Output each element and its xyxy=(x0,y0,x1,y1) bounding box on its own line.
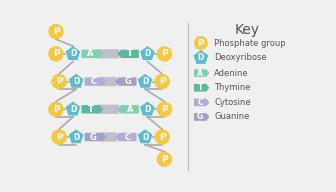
Polygon shape xyxy=(140,46,155,60)
Text: D: D xyxy=(144,105,151,114)
Polygon shape xyxy=(66,102,80,116)
Circle shape xyxy=(157,152,172,167)
Circle shape xyxy=(157,102,172,117)
Text: A: A xyxy=(87,49,94,58)
Polygon shape xyxy=(194,69,209,77)
Polygon shape xyxy=(194,84,209,92)
Text: G: G xyxy=(197,113,203,122)
Circle shape xyxy=(51,129,67,145)
Text: P: P xyxy=(161,105,168,114)
Polygon shape xyxy=(82,50,103,58)
FancyBboxPatch shape xyxy=(97,49,119,58)
Circle shape xyxy=(157,46,172,62)
Circle shape xyxy=(48,46,64,62)
Polygon shape xyxy=(117,50,139,58)
Text: P: P xyxy=(53,27,59,36)
Text: C: C xyxy=(125,132,131,142)
Text: D: D xyxy=(144,49,151,58)
Text: D: D xyxy=(73,77,79,86)
Text: D: D xyxy=(70,105,76,114)
Polygon shape xyxy=(69,129,83,143)
Text: P: P xyxy=(161,49,168,58)
Text: T: T xyxy=(87,105,93,114)
FancyBboxPatch shape xyxy=(100,77,117,86)
Polygon shape xyxy=(140,102,155,116)
Circle shape xyxy=(48,102,64,117)
Polygon shape xyxy=(85,77,106,86)
Polygon shape xyxy=(66,46,80,60)
Text: A: A xyxy=(127,105,133,114)
Text: Deoxyribose: Deoxyribose xyxy=(214,53,267,62)
Text: Key: Key xyxy=(235,23,260,37)
Polygon shape xyxy=(82,105,103,113)
Circle shape xyxy=(51,74,67,89)
Text: D: D xyxy=(198,53,204,62)
Text: C: C xyxy=(90,77,97,86)
Text: G: G xyxy=(90,132,97,142)
Text: P: P xyxy=(53,49,59,58)
Text: G: G xyxy=(124,77,131,86)
Text: P: P xyxy=(159,77,165,86)
Text: P: P xyxy=(56,77,62,86)
Text: T: T xyxy=(198,83,203,92)
Circle shape xyxy=(154,74,170,89)
Text: Phosphate group: Phosphate group xyxy=(214,39,286,48)
Text: Adenine: Adenine xyxy=(214,69,249,78)
Polygon shape xyxy=(69,74,83,88)
Text: P: P xyxy=(56,132,62,142)
Polygon shape xyxy=(194,98,209,106)
Text: D: D xyxy=(142,77,148,86)
Text: P: P xyxy=(198,39,204,48)
Text: T: T xyxy=(127,49,133,58)
Polygon shape xyxy=(194,50,208,64)
Polygon shape xyxy=(194,113,209,121)
Text: Thymine: Thymine xyxy=(214,83,251,92)
FancyBboxPatch shape xyxy=(97,105,119,114)
Text: P: P xyxy=(161,155,168,164)
Text: D: D xyxy=(70,49,76,58)
Polygon shape xyxy=(138,74,153,88)
Circle shape xyxy=(48,24,64,39)
Circle shape xyxy=(154,129,170,145)
Text: A: A xyxy=(197,69,203,78)
Text: Guanine: Guanine xyxy=(214,113,249,122)
Text: C: C xyxy=(197,98,203,107)
Text: P: P xyxy=(53,105,59,114)
Polygon shape xyxy=(115,77,136,86)
FancyBboxPatch shape xyxy=(100,132,117,142)
Text: P: P xyxy=(159,132,165,142)
Text: D: D xyxy=(142,132,148,142)
Polygon shape xyxy=(85,133,106,141)
Polygon shape xyxy=(138,129,153,143)
Text: Cytosine: Cytosine xyxy=(214,98,251,107)
Text: D: D xyxy=(73,132,79,142)
Circle shape xyxy=(194,36,208,50)
Polygon shape xyxy=(115,133,136,141)
Polygon shape xyxy=(117,105,139,113)
